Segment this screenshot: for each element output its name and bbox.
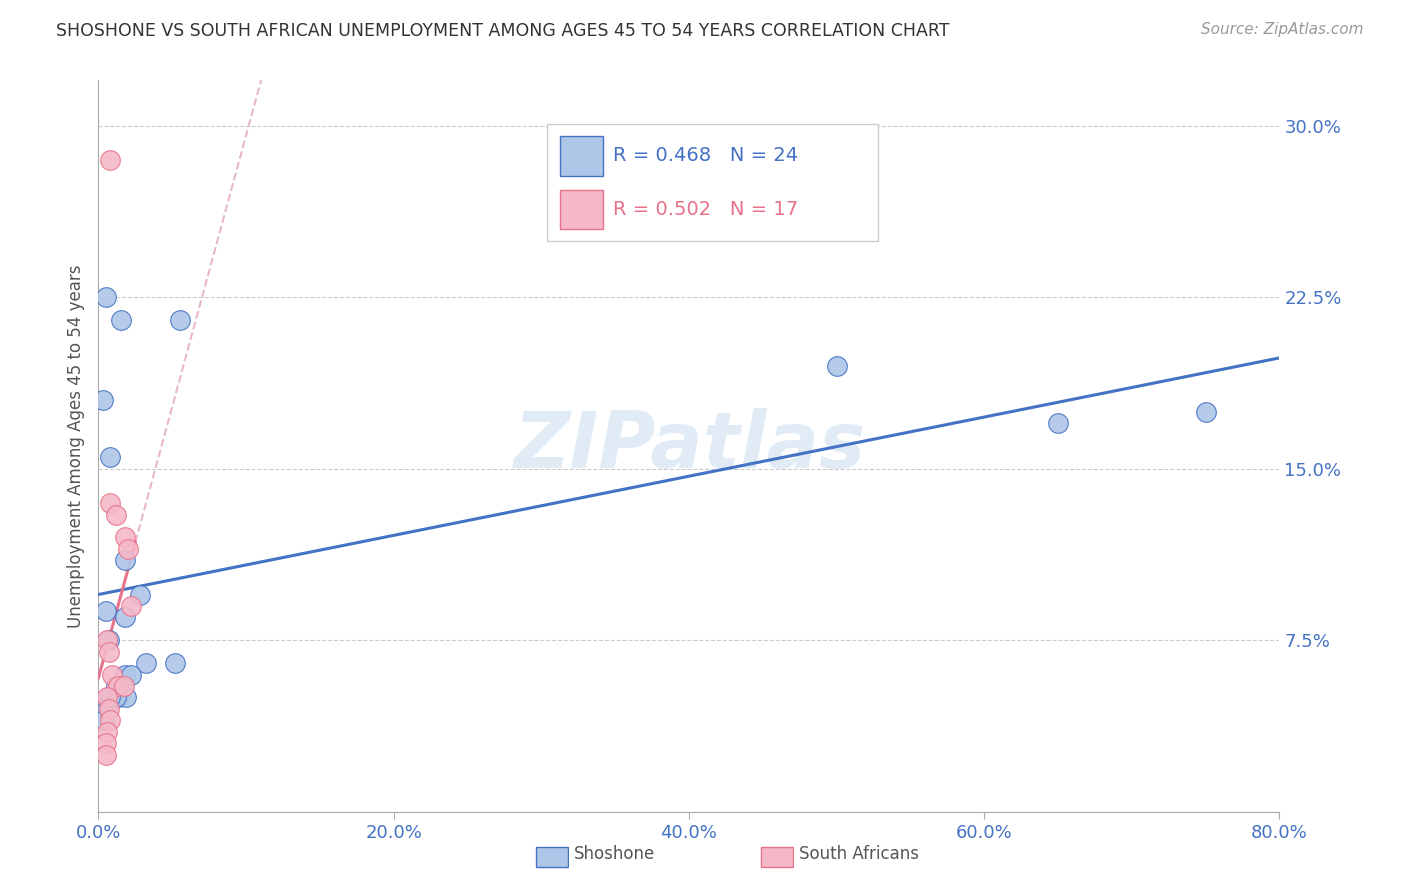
FancyBboxPatch shape	[761, 847, 793, 867]
Text: ZIPatlas: ZIPatlas	[513, 408, 865, 484]
FancyBboxPatch shape	[536, 847, 568, 867]
Point	[117, 541, 139, 556]
Point	[94, 736, 117, 750]
Point	[114, 667, 136, 681]
Point	[1195, 405, 1218, 419]
Point	[97, 702, 120, 716]
Point	[120, 599, 142, 613]
Point	[114, 610, 136, 624]
Point	[1046, 416, 1069, 430]
Text: Source: ZipAtlas.com: Source: ZipAtlas.com	[1201, 22, 1364, 37]
Point	[114, 530, 136, 544]
Point	[98, 714, 121, 728]
Point	[96, 724, 118, 739]
FancyBboxPatch shape	[547, 124, 877, 241]
Y-axis label: Unemployment Among Ages 45 to 54 years: Unemployment Among Ages 45 to 54 years	[66, 264, 84, 628]
Point	[94, 747, 117, 762]
Point	[165, 656, 187, 670]
Point	[97, 645, 120, 659]
Point	[115, 690, 138, 705]
Text: R = 0.502   N = 17: R = 0.502 N = 17	[613, 200, 799, 219]
Point	[135, 656, 157, 670]
Point	[107, 679, 129, 693]
Text: SHOSHONE VS SOUTH AFRICAN UNEMPLOYMENT AMONG AGES 45 TO 54 YEARS CORRELATION CHA: SHOSHONE VS SOUTH AFRICAN UNEMPLOYMENT A…	[56, 22, 949, 40]
Point	[105, 690, 128, 705]
Point	[128, 588, 150, 602]
FancyBboxPatch shape	[561, 136, 603, 176]
Point	[114, 553, 136, 567]
Point	[105, 679, 128, 693]
Point	[91, 393, 114, 408]
Point	[98, 450, 121, 465]
Point	[98, 496, 121, 510]
Point	[825, 359, 848, 373]
Point	[107, 690, 129, 705]
Point	[98, 153, 121, 168]
Point	[112, 679, 135, 693]
Text: South Africans: South Africans	[799, 846, 918, 863]
Point	[169, 313, 191, 327]
Text: R = 0.468   N = 24: R = 0.468 N = 24	[613, 146, 799, 165]
Point	[96, 633, 118, 648]
Point	[120, 667, 142, 681]
Text: Shoshone: Shoshone	[574, 846, 655, 863]
Point	[94, 603, 117, 617]
Point	[96, 702, 118, 716]
FancyBboxPatch shape	[561, 190, 603, 229]
Point	[110, 313, 132, 327]
Point	[96, 690, 118, 705]
Point	[105, 508, 128, 522]
Point	[100, 667, 122, 681]
Point	[93, 714, 115, 728]
Point	[97, 633, 120, 648]
Point	[94, 290, 117, 304]
Point	[98, 690, 121, 705]
